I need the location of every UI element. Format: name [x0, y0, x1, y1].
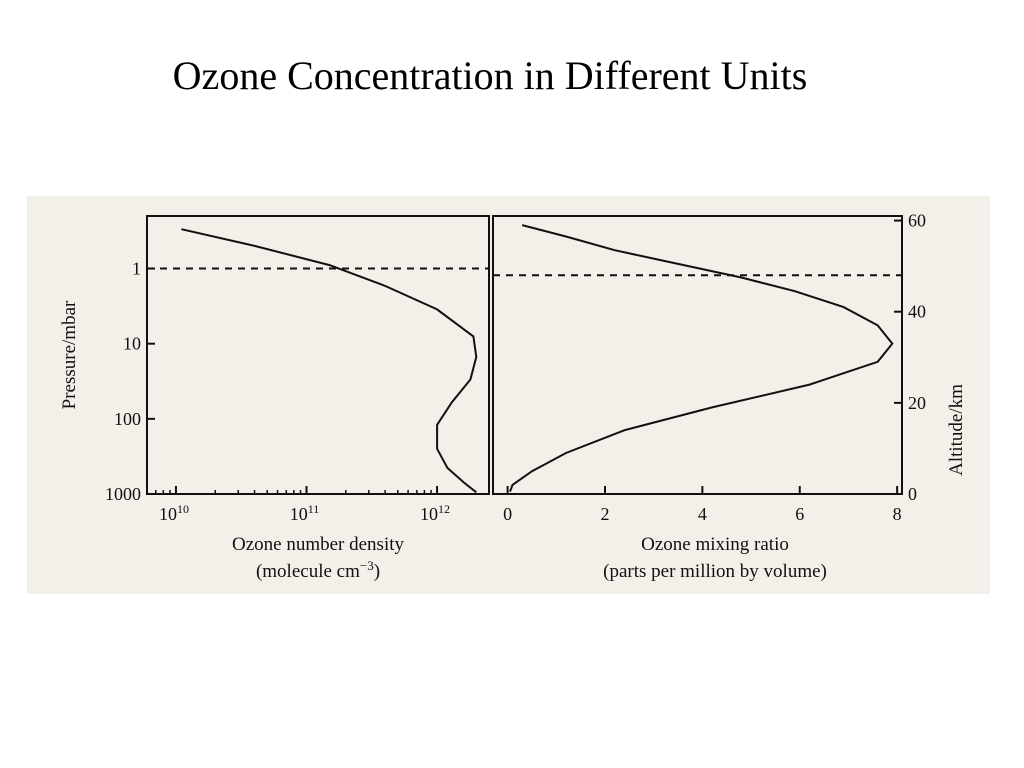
density-y-axis-label: Pressure/mbar	[59, 300, 80, 409]
mixing-x-tick-label: 2	[600, 504, 609, 524]
density-x-tick-label: 1012	[420, 502, 450, 524]
density-chart: 1 10 100 1000 1010 1011 1012 Pressure/mbar Oz…	[59, 215, 490, 583]
density-x-ticks: 1010 1011 1012	[146, 486, 450, 524]
density-y-tick-label: 1000	[105, 484, 141, 504]
mixing-y-tick-label: 60	[908, 211, 926, 231]
mixing-x-tick-label: 0	[503, 504, 512, 524]
density-y-tick-label: 1	[132, 259, 141, 279]
figure-svg: 1 10 100 1000 1010 1011 1012 Pressure/mbar Oz…	[59, 211, 967, 583]
mixing-x-axis-label: Ozone mixing ratio	[641, 534, 789, 555]
mixing-y-tick-label: 40	[908, 302, 926, 322]
mixing-plot-frame	[492, 215, 903, 495]
mixing-x-axis-unit-label: (parts per million by volume)	[603, 561, 827, 582]
density-plot-frame	[146, 215, 490, 495]
density-x-axis-label: Ozone number density	[232, 534, 405, 555]
density-x-tick-label: 1011	[290, 502, 320, 524]
density-x-axis-unit-label: (molecule cm−3)	[256, 558, 380, 583]
density-x-tick-label: 1010	[159, 502, 189, 524]
mixing-x-ticks: 0 2 4 6 8	[503, 486, 902, 524]
density-profile-line	[181, 228, 478, 494]
figure-panel: 1 10 100 1000 1010 1011 1012 Pressure/mbar Oz…	[27, 196, 990, 594]
mixing-x-tick-label: 8	[893, 504, 902, 524]
mixing-y-tick-label: 20	[908, 393, 926, 413]
slide-title: Ozone Concentration in Different Units	[172, 53, 808, 98]
density-y-tick-label: 100	[114, 409, 141, 429]
mixing-x-tick-label: 6	[795, 504, 804, 524]
mixing-y-axis-label: Altitude/km	[946, 384, 967, 476]
density-y-ticks: 1 10 100 1000	[105, 259, 155, 504]
mixing-x-tick-label: 4	[698, 504, 707, 524]
mixing-ratio-chart: 0 20 40 60 0 2 4 6 8 Altitude/km Ozone mixing r…	[492, 211, 967, 582]
mixing-y-ticks: 0 20 40 60	[894, 211, 926, 504]
mixing-y-tick-label: 0	[908, 484, 917, 504]
mixing-profile-line	[509, 224, 894, 493]
density-y-tick-label: 10	[123, 334, 141, 354]
